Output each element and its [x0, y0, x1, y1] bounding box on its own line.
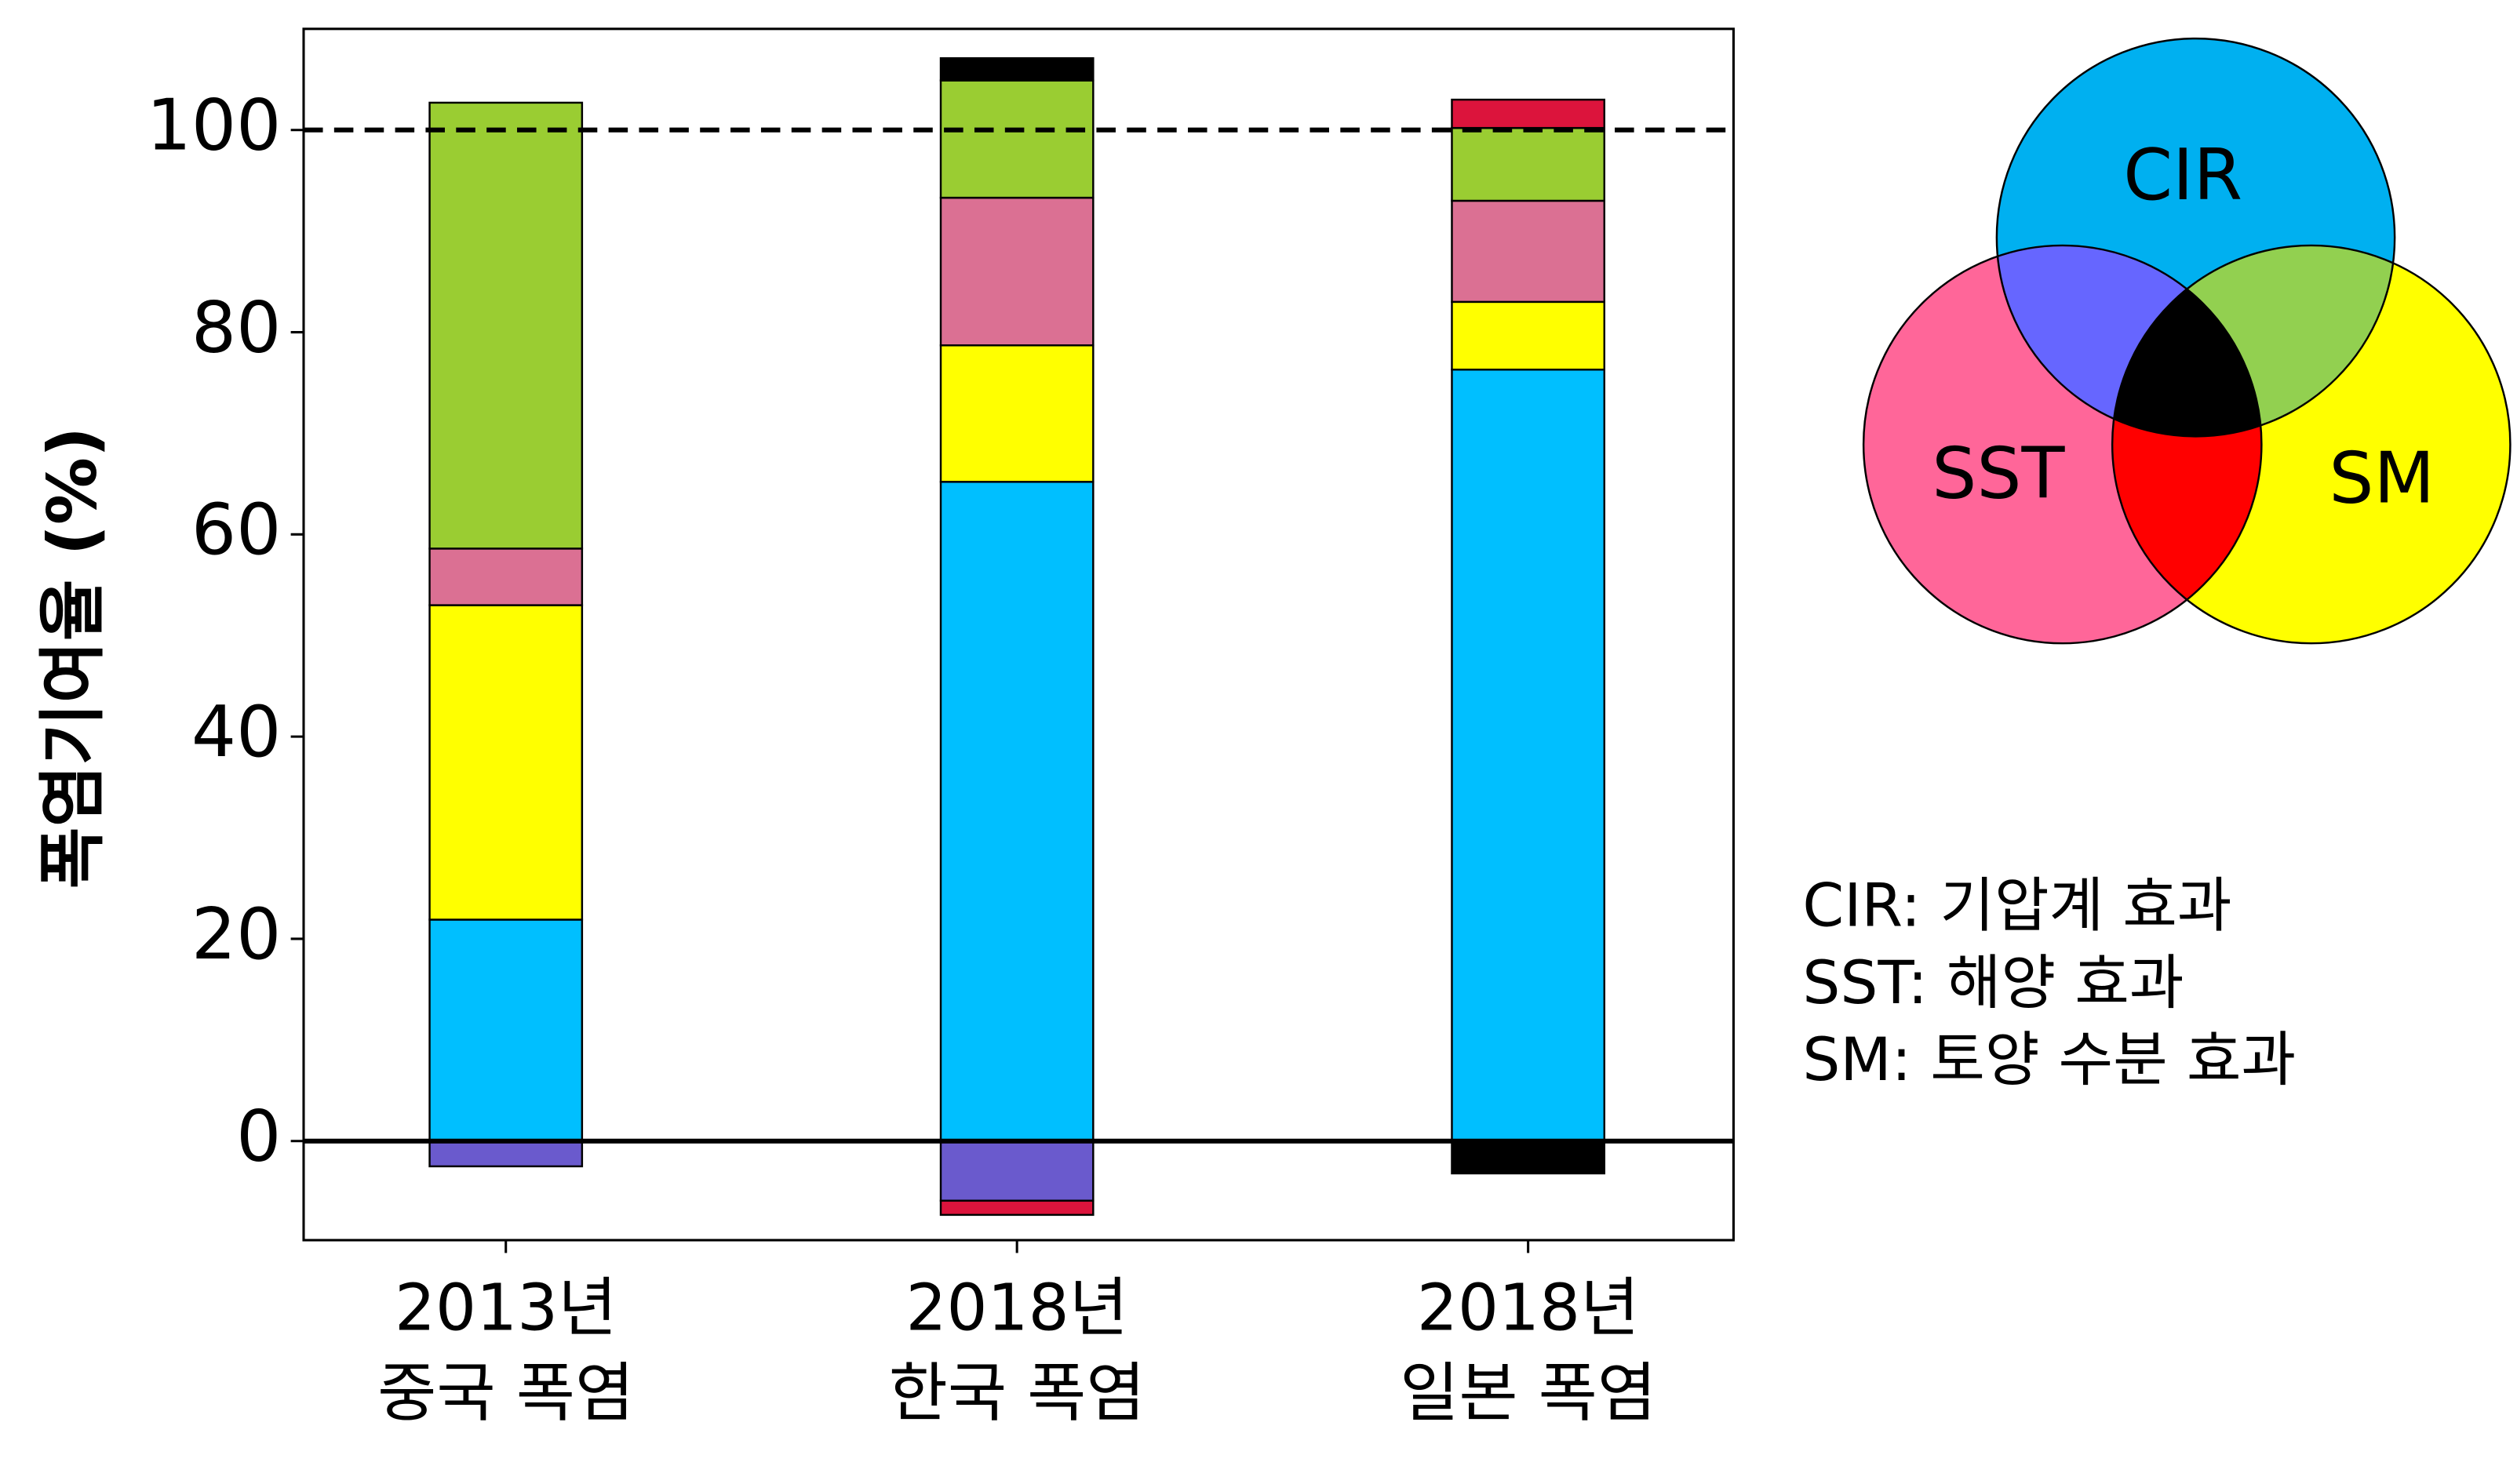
- bar-segment: [428, 1140, 584, 1168]
- bar-segment: [939, 344, 1095, 483]
- note: SM: 토양 수분 효과: [1802, 1025, 2296, 1094]
- bar-segment: [939, 481, 1095, 1142]
- bar-segment: [1451, 300, 1606, 371]
- bar-segment: [1451, 368, 1606, 1142]
- y-tick-label: 20: [191, 893, 282, 976]
- x-tick-label: 일본 폭염: [1400, 1356, 1656, 1431]
- bar-segment: [1451, 98, 1606, 129]
- y-axis-label: 폭염기여율 (%): [34, 427, 112, 889]
- bar-segment: [939, 196, 1095, 347]
- y-tick-label: 60: [191, 489, 282, 571]
- y-tick-label: 40: [191, 691, 282, 773]
- venn-outline: [2111, 244, 2512, 645]
- bar-segment: [939, 1199, 1095, 1217]
- bar-segment: [1451, 199, 1606, 304]
- bar-segment: [428, 547, 584, 606]
- bar-segment: [939, 1140, 1095, 1202]
- x-tick-label: 2018년: [1417, 1271, 1639, 1346]
- venn-label: SST: [1932, 432, 2065, 515]
- note: SST: 해양 효과: [1802, 948, 2184, 1017]
- bar-segment: [428, 101, 584, 550]
- venn-label: CIR: [2123, 134, 2242, 216]
- bar-segment: [428, 918, 584, 1142]
- y-tick-label: 80: [191, 286, 282, 369]
- y-tick-label: 100: [147, 85, 282, 167]
- note: CIR: 기압계 효과: [1802, 871, 2231, 940]
- y-tick-label: 0: [236, 1096, 281, 1178]
- venn-outline: [1862, 244, 2263, 645]
- x-tick-label: 한국 폭염: [889, 1356, 1146, 1431]
- x-tick-label: 2018년: [905, 1271, 1127, 1346]
- bar-segment: [1451, 126, 1606, 202]
- venn-outline: [1995, 37, 2396, 438]
- x-tick-label: 중국 폭염: [377, 1356, 634, 1431]
- bar-segment: [939, 56, 1095, 82]
- x-tick-label: 2013년: [395, 1271, 617, 1346]
- venn-label: SM: [2329, 438, 2435, 520]
- plot-frame: [302, 27, 1735, 1242]
- bar-segment: [1451, 1140, 1606, 1175]
- bar-segment: [428, 604, 584, 921]
- bar-segment: [939, 79, 1095, 199]
